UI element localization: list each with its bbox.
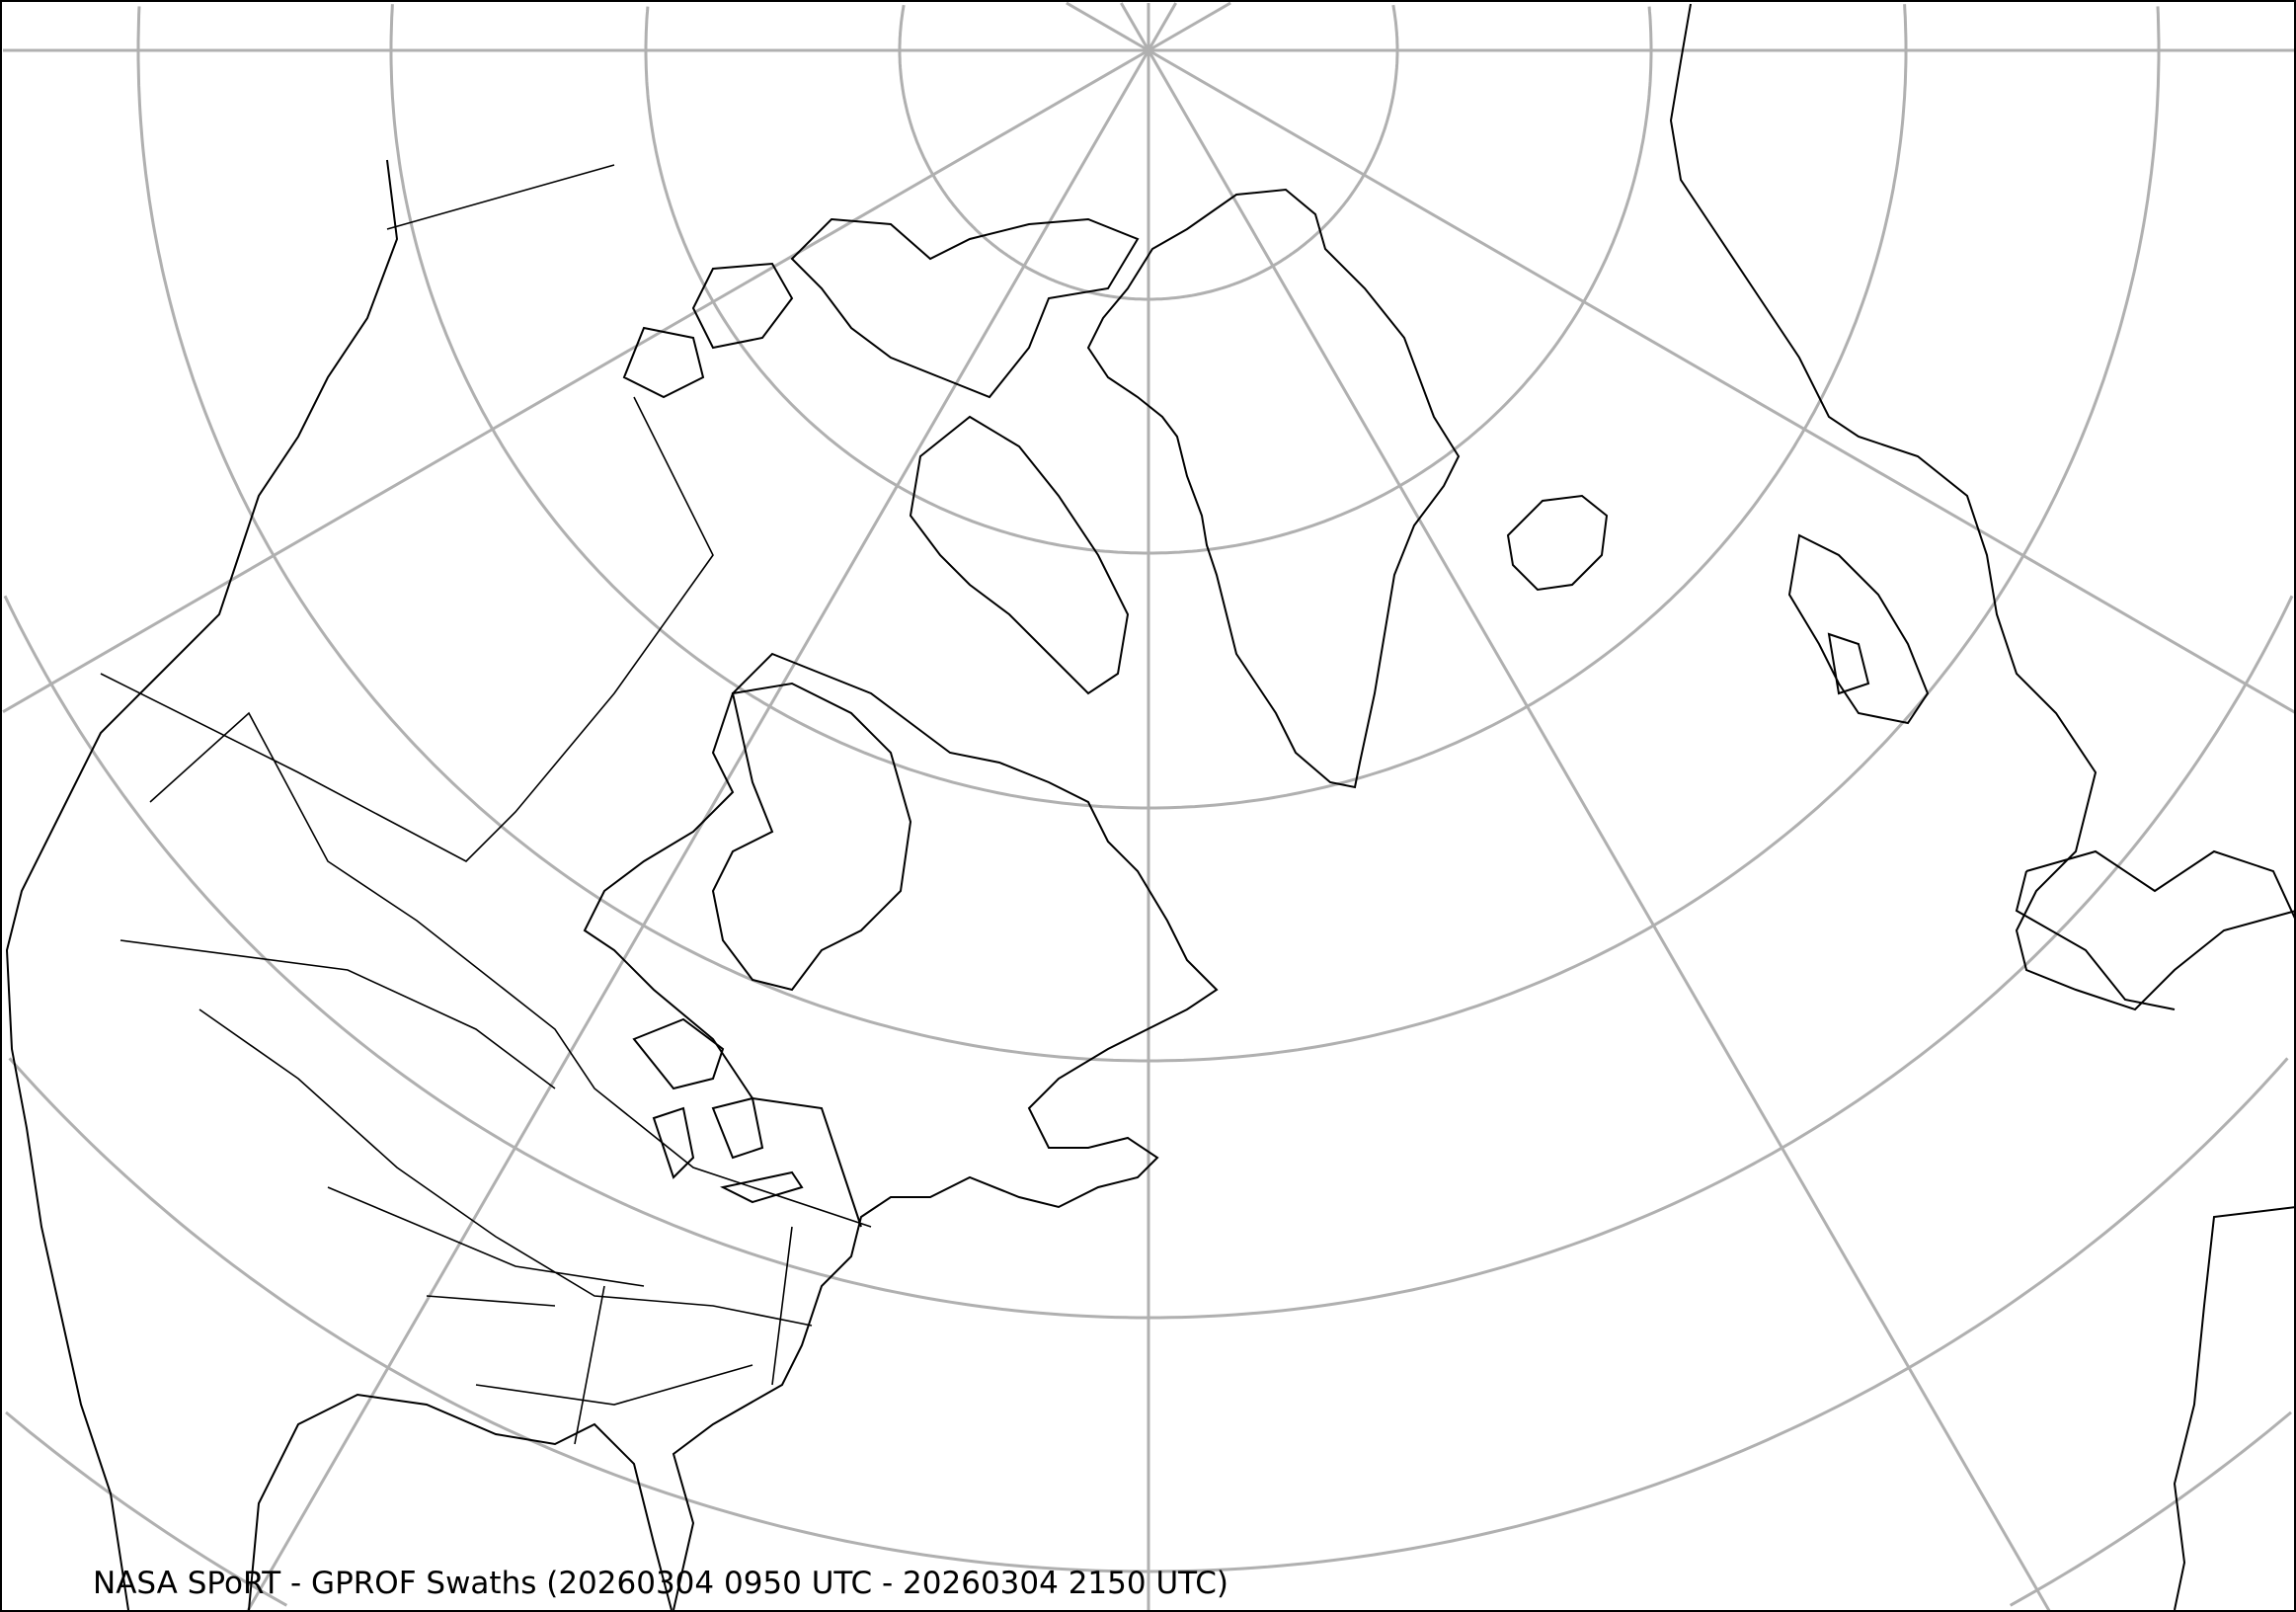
latitude-circle	[644, 6, 1653, 555]
latitude-circle	[898, 4, 1399, 301]
great-lakes	[632, 1017, 804, 1204]
greenland-outline	[1086, 188, 1461, 789]
north-america-coast	[5, 159, 1219, 1610]
meridian-line	[1066, 2, 1149, 52]
state-province-borders	[100, 164, 872, 1445]
canadian-arctic-islands	[622, 217, 1140, 399]
latitude-circle	[5, 1410, 2292, 1607]
map-title: NASA SPoRT - GPROF Swaths (20260304 0950…	[93, 1566, 1228, 1601]
meridian-line	[1148, 48, 2294, 714]
meridian-line	[1147, 2, 1177, 51]
meridian-line	[2, 48, 1149, 713]
meridian-line	[1147, 49, 2051, 1610]
iceland-outline	[1506, 494, 1609, 592]
europe-coast	[1669, 3, 2294, 1610]
meridian-line	[1148, 2, 1231, 52]
baffin-island	[909, 415, 1130, 695]
meridian-line	[1120, 2, 1150, 51]
coastlines	[5, 3, 2294, 1610]
hudson-bay	[711, 682, 912, 992]
british-isles	[1787, 533, 1930, 725]
latitude-circle	[389, 4, 1908, 810]
latitude-circle	[136, 6, 2161, 1063]
iberia	[2015, 849, 2294, 1010]
meridian-line	[246, 49, 1150, 1610]
